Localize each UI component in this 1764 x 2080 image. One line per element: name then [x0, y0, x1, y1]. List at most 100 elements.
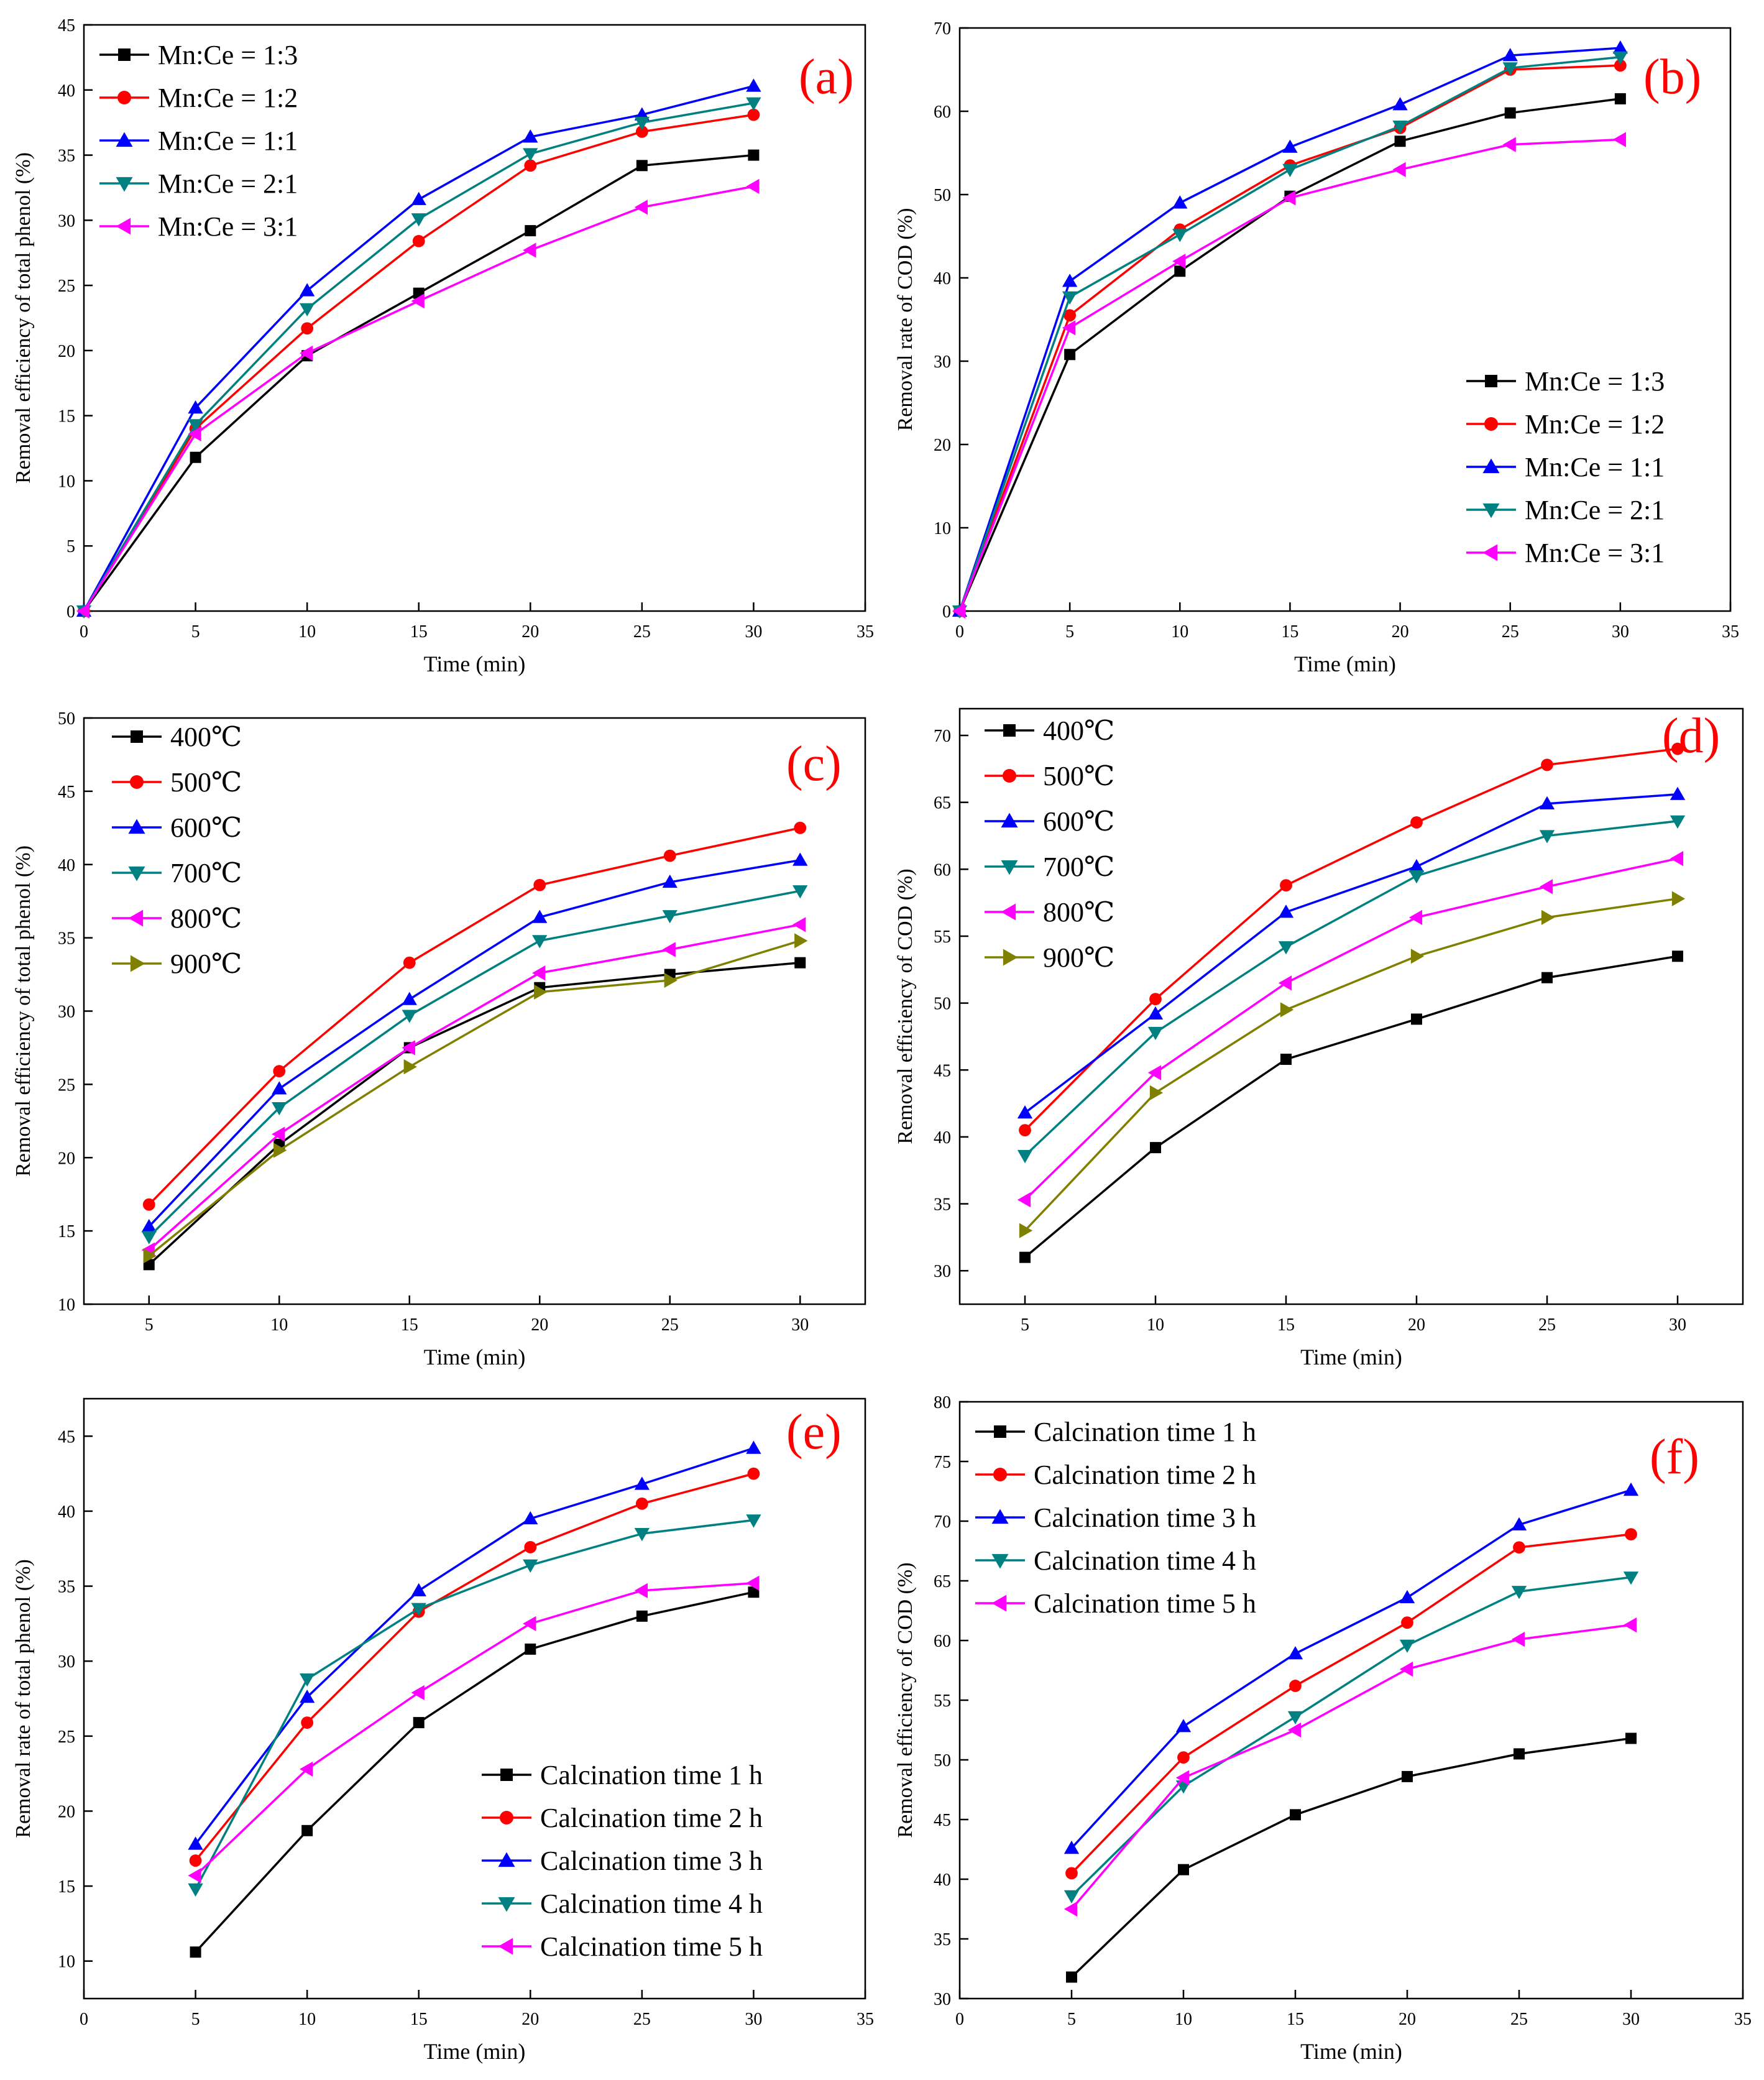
- x-tick-label: 15: [410, 622, 428, 642]
- y-axis-title: Removal efficiency of COD (%): [894, 868, 917, 1144]
- data-point: [1063, 309, 1077, 322]
- data-point: [1672, 950, 1683, 962]
- data-point: [794, 957, 806, 969]
- legend-label: Calcination time 3 h: [540, 1846, 763, 1876]
- y-tick-label: 75: [934, 1453, 951, 1472]
- y-tick-label: 0: [942, 602, 951, 622]
- data-point: [1150, 1142, 1161, 1154]
- data-point: [523, 1616, 536, 1632]
- data-point: [272, 1081, 287, 1095]
- x-tick-label: 25: [1538, 1315, 1556, 1335]
- data-point: [1514, 1748, 1525, 1760]
- data-point: [1278, 904, 1294, 918]
- x-tick-label: 0: [955, 2010, 964, 2029]
- y-tick-label: 20: [934, 436, 951, 455]
- y-tick-label: 35: [58, 1578, 75, 1597]
- data-point: [1280, 879, 1292, 892]
- panel-label: (d): [1662, 709, 1720, 763]
- x-tick-label: 20: [1408, 1315, 1425, 1335]
- panel-label: (b): [1643, 50, 1701, 104]
- legend-marker: [991, 1509, 1009, 1524]
- data-point: [1623, 1572, 1639, 1585]
- data-point: [299, 1673, 315, 1687]
- data-point: [1539, 879, 1553, 895]
- data-point: [1625, 1733, 1637, 1744]
- data-point: [1282, 163, 1298, 177]
- y-tick-label: 30: [58, 211, 75, 231]
- x-tick-label: 0: [955, 622, 964, 642]
- data-point: [411, 1685, 425, 1700]
- series-line-2: [148, 827, 801, 1205]
- y-tick-label: 20: [58, 1802, 75, 1821]
- x-tick-label: 20: [521, 2010, 539, 2029]
- panel-label: (e): [786, 1405, 842, 1460]
- x-axis-title: Time (min): [424, 2039, 526, 2064]
- legend-marker: [118, 48, 131, 61]
- data-point: [190, 1946, 201, 1958]
- legend-label: 700℃: [170, 858, 242, 888]
- y-tick-label: 25: [58, 277, 75, 296]
- legend-label: Calcination time 3 h: [1034, 1502, 1256, 1533]
- data-point: [1502, 62, 1518, 76]
- series-line-3: [195, 1447, 754, 1845]
- data-point: [1392, 121, 1408, 134]
- series-line-2: [1070, 1533, 1632, 1874]
- legend-label: 600℃: [1043, 806, 1114, 837]
- data-point: [534, 984, 548, 1000]
- y-tick-label: 20: [58, 1149, 75, 1168]
- plot-frame: [958, 27, 1732, 612]
- data-point: [190, 451, 201, 463]
- data-point: [794, 821, 807, 834]
- data-point: [746, 1575, 760, 1591]
- legend-label: 500℃: [170, 767, 242, 798]
- y-tick-label: 15: [58, 1222, 75, 1241]
- x-tick-label: 5: [191, 622, 200, 642]
- data-point: [1287, 1722, 1302, 1738]
- series-line-5: [958, 138, 1620, 612]
- y-tick-label: 50: [934, 995, 951, 1014]
- legend-label: 900℃: [1043, 942, 1114, 973]
- legend-marker: [1003, 724, 1016, 737]
- legend-label: Mn:Ce = 1:3: [1525, 366, 1665, 397]
- data-point: [299, 283, 315, 297]
- y-tick-label: 30: [58, 1652, 75, 1672]
- data-point: [1399, 1590, 1415, 1603]
- legend-marker: [131, 730, 143, 743]
- series-line-1: [195, 1591, 754, 1953]
- data-point: [792, 917, 806, 932]
- x-tick-label: 25: [1510, 2010, 1528, 2029]
- y-tick-label: 40: [934, 269, 951, 288]
- x-tick-label: 25: [1502, 622, 1519, 642]
- legend-label: Mn:Ce = 1:3: [158, 40, 298, 70]
- data-point: [662, 910, 678, 924]
- data-point: [188, 400, 203, 414]
- data-point: [523, 1559, 538, 1573]
- data-point: [1064, 349, 1076, 361]
- legend-marker: [128, 819, 145, 834]
- data-point: [1172, 229, 1188, 242]
- data-point: [76, 603, 90, 619]
- x-tick-label: 5: [145, 1315, 154, 1335]
- x-tick-label: 10: [1175, 2010, 1192, 2029]
- legend-label: 500℃: [1043, 761, 1114, 791]
- data-point: [748, 1586, 760, 1598]
- data-point: [746, 78, 761, 92]
- legend-marker: [1003, 769, 1016, 783]
- legend-label: Calcination time 1 h: [1034, 1417, 1256, 1447]
- series-line-3: [1024, 793, 1678, 1114]
- y-tick-label: 55: [934, 1691, 951, 1711]
- data-point: [1408, 870, 1425, 884]
- series-line-5: [1070, 1624, 1632, 1910]
- x-tick-label: 15: [401, 1315, 418, 1335]
- y-tick-label: 45: [58, 16, 75, 35]
- data-point: [1175, 1719, 1192, 1733]
- x-axis-title: Time (min): [1300, 2039, 1402, 2064]
- data-point: [1175, 1770, 1190, 1785]
- x-tick-label: 15: [1281, 622, 1298, 642]
- data-point: [402, 992, 417, 1005]
- data-point: [1017, 1105, 1033, 1119]
- y-tick-label: 60: [934, 860, 951, 880]
- y-tick-label: 50: [58, 709, 75, 729]
- data-point: [1019, 1223, 1033, 1238]
- data-point: [634, 1476, 650, 1490]
